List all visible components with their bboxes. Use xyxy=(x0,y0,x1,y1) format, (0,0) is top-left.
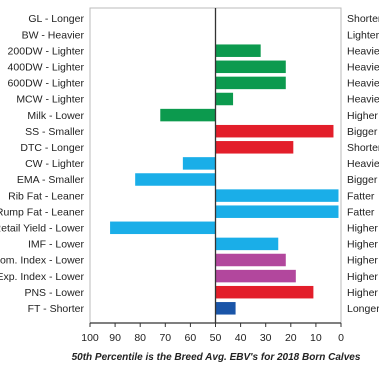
x-tick-label: 30 xyxy=(260,332,272,344)
row-label-right: Shorter xyxy=(347,142,379,154)
bar xyxy=(215,44,261,57)
x-tick-label: 40 xyxy=(235,332,247,344)
row-label-left: Rump Fat - Leaner xyxy=(0,206,85,218)
row-label-left: Rib Fat - Leaner xyxy=(8,190,84,202)
bar xyxy=(215,60,286,74)
row-label-right: Longer xyxy=(347,303,379,315)
row-label-left: 200DW - Lighter xyxy=(8,45,85,57)
x-tick-label: 60 xyxy=(185,332,197,344)
bar xyxy=(110,221,216,235)
row-label-right: Heavier xyxy=(347,78,379,90)
row-label-left: PNS - Lower xyxy=(24,287,84,299)
row-label-right: Higher xyxy=(347,110,378,122)
row-label-right: Higher xyxy=(347,255,378,267)
bar xyxy=(215,253,286,267)
row-label-right: Fatter xyxy=(347,190,375,202)
x-tick-label: 90 xyxy=(109,332,121,344)
row-label-left: MCW - Lighter xyxy=(16,94,84,106)
row-label-left: GL - Longer xyxy=(28,13,84,25)
row-label-right: Heavier xyxy=(347,158,379,170)
bar xyxy=(215,124,334,138)
bar xyxy=(215,269,296,283)
x-axis-label: 50th Percentile is the Breed Avg. EBV's … xyxy=(72,352,361,363)
row-label-right: Higher xyxy=(347,223,378,235)
row-label-right: Heavier xyxy=(347,62,379,74)
x-tick-label: 10 xyxy=(310,332,322,344)
row-label-right: Lighter xyxy=(347,29,379,41)
left-labels: GL - Longer BW - Heavier 200DW - Lighter 40… xyxy=(0,13,85,315)
row-label-right: Bigger xyxy=(347,126,378,138)
bar xyxy=(215,92,234,106)
bar xyxy=(215,237,279,251)
row-label-left: Retail Yield - Lower xyxy=(0,223,84,235)
row-label-left: EMA - Smaller xyxy=(17,174,85,186)
row-label-left: FT - Shorter xyxy=(28,303,85,315)
right-labels: Shorter Lighter Heavier Heavier Heavier Heavi… xyxy=(347,13,379,315)
x-tick-label: 70 xyxy=(159,332,171,344)
row-label-left: IMF - Lower xyxy=(28,239,85,251)
bars xyxy=(110,44,339,315)
row-label-left: 600DW - Lighter xyxy=(8,78,85,90)
bar xyxy=(215,76,286,90)
bar xyxy=(215,189,339,202)
row-label-right: Higher xyxy=(347,271,378,283)
x-tick-label: 80 xyxy=(134,332,146,344)
row-label-right: Higher xyxy=(347,239,378,251)
row-label-left: Exp. Index - Lower xyxy=(0,271,84,283)
bar xyxy=(215,141,294,154)
bar xyxy=(182,157,216,170)
x-tick-label: 20 xyxy=(285,332,297,344)
row-label-right: Shorter xyxy=(347,13,379,25)
row-label-left: 400DW - Lighter xyxy=(8,62,85,74)
row-label-left: Milk - Lower xyxy=(27,110,84,122)
bar xyxy=(215,205,339,218)
bar xyxy=(215,302,236,315)
row-label-left: Dom. Index - Lower xyxy=(0,255,84,267)
row-label-right: Heavier xyxy=(347,94,379,106)
row-label-right: Bigger xyxy=(347,174,378,186)
row-label-right: Heavier xyxy=(347,45,379,57)
row-label-left: DTC - Longer xyxy=(20,142,84,154)
x-tick-label: 0 xyxy=(338,332,344,344)
row-label-right: Higher xyxy=(347,287,378,299)
x-tick-label: 50 xyxy=(210,332,222,344)
bar xyxy=(135,173,216,186)
bar xyxy=(160,108,216,122)
row-label-left: BW - Heavier xyxy=(22,29,85,41)
row-label-left: CW - Lighter xyxy=(25,158,84,170)
row-label-right: Fatter xyxy=(347,206,375,218)
row-label-left: SS - Smaller xyxy=(25,126,84,138)
x-axis: 100 90 80 70 60 50 40 30 20 10 0 xyxy=(81,322,344,344)
bar xyxy=(215,285,314,299)
x-tick-label: 100 xyxy=(81,332,99,344)
